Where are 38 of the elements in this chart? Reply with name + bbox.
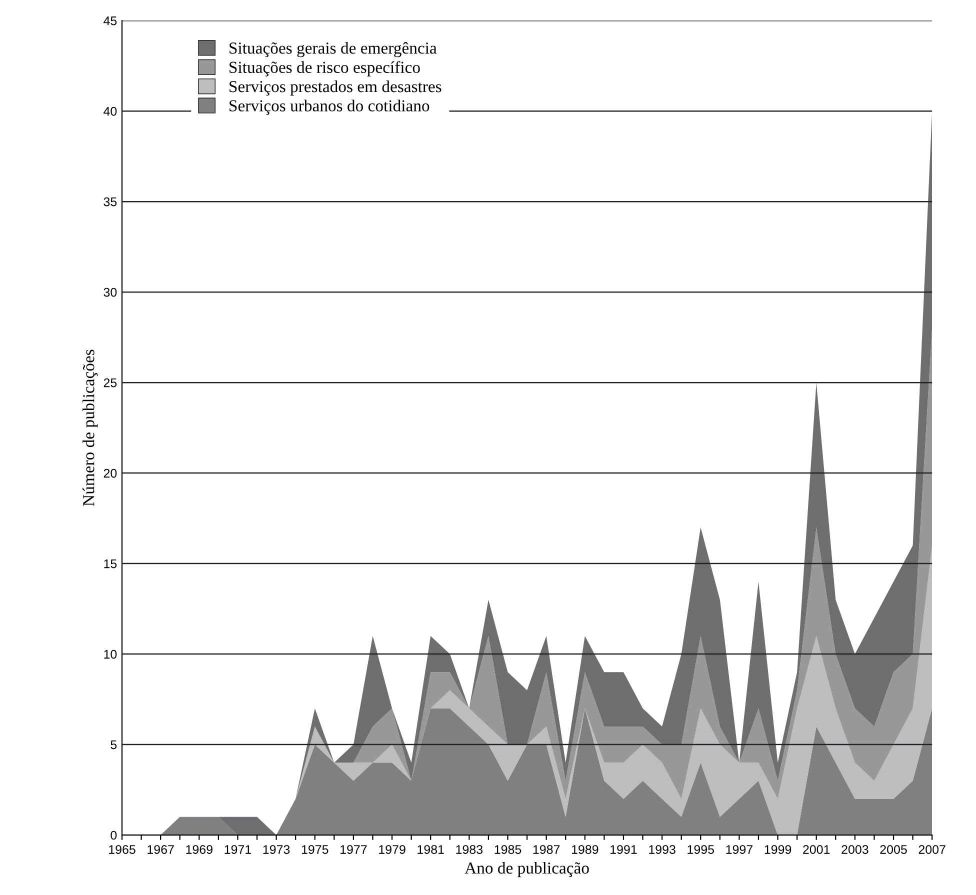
y-tick-label: 0 xyxy=(110,830,117,840)
x-tick-label: 1971 xyxy=(224,845,252,854)
x-tick-label: 1985 xyxy=(494,845,522,854)
x-tick-label: 1987 xyxy=(533,845,560,854)
legend-label: Serviços prestados em desastres xyxy=(230,80,442,96)
legend-label: Situações de risco específico xyxy=(230,61,420,76)
x-tick-label: 1979 xyxy=(379,845,406,854)
x-tick-label: 1999 xyxy=(764,845,792,854)
x-tick-label: 1993 xyxy=(649,845,676,854)
x-tick-label: 2003 xyxy=(842,845,868,854)
x-tick-label: 1995 xyxy=(688,845,714,854)
x-tick-label: 1983 xyxy=(456,845,483,854)
y-tick-label: 30 xyxy=(104,288,117,297)
x-tick-label: 1997 xyxy=(726,845,752,854)
y-tick-label: 25 xyxy=(104,378,117,388)
y-tick-label: 35 xyxy=(104,197,117,206)
y-tick-label: 10 xyxy=(104,650,117,659)
x-tick-label: 1981 xyxy=(418,845,444,854)
x-tick-label: 1965 xyxy=(109,845,136,854)
x-axis-title: Ano de publicação xyxy=(464,862,589,878)
y-tick-label: 15 xyxy=(104,559,117,568)
legend-label: Serviços urbanos do cotidiano xyxy=(230,100,430,115)
x-tick-label: 2001 xyxy=(803,845,830,854)
y-tick-label: 40 xyxy=(104,106,117,116)
y-tick-label: 20 xyxy=(104,468,117,478)
y-axis-title: Número de publicações xyxy=(82,350,98,506)
x-tick-label: 2005 xyxy=(880,845,907,854)
legend-label: Situações gerais de emergência xyxy=(230,42,437,58)
x-tick-label: 1989 xyxy=(572,845,598,854)
x-tick-label: 1967 xyxy=(148,845,174,854)
x-tick-label: 1991 xyxy=(610,845,637,854)
x-tick-label: 1973 xyxy=(263,845,290,854)
y-tick-label: 5 xyxy=(110,740,117,750)
x-tick-label: 1969 xyxy=(186,845,212,854)
x-tick-label: 1975 xyxy=(302,845,328,854)
y-tick-label: 45 xyxy=(104,16,117,26)
x-tick-label: 2007 xyxy=(918,845,946,854)
x-tick-label: 1977 xyxy=(340,845,367,854)
